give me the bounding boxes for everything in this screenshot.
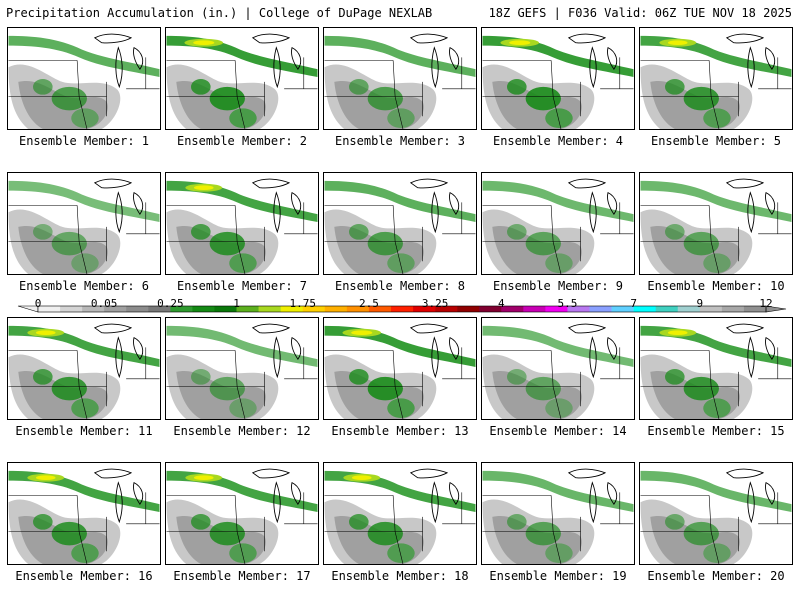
colorbar-segment	[280, 306, 304, 312]
colorbar-segment	[479, 306, 502, 312]
colorbar-segment	[589, 306, 612, 312]
precip-map	[165, 27, 319, 130]
colorbar-segment	[545, 306, 568, 312]
panel-label: Ensemble Member: 12	[173, 424, 311, 438]
precip-map	[639, 27, 793, 130]
colorbar-tick-label: 0.05	[90, 297, 118, 310]
chart-title: Precipitation Accumulation (in.) | Colle…	[6, 6, 433, 20]
panel-label: Ensemble Member: 8	[334, 279, 466, 293]
colorbar-segment	[743, 306, 767, 312]
panel-label: Ensemble Member: 17	[173, 569, 311, 583]
colorbar-segment	[236, 306, 259, 312]
colorbar-segment	[611, 306, 634, 312]
precip-map	[481, 462, 635, 565]
panel-label: Ensemble Member: 5	[650, 134, 782, 148]
colorbar-segment	[104, 306, 127, 312]
panel-label: Ensemble Member: 7	[176, 279, 308, 293]
panel-label: Ensemble Member: 2	[176, 134, 308, 148]
colorbar-tick-label: 5.5	[557, 297, 578, 310]
panel-label: Ensemble Member: 19	[489, 569, 627, 583]
colorbar-segment	[457, 306, 480, 312]
precip-map	[7, 317, 161, 420]
precip-map	[323, 462, 477, 565]
colorbar-segment	[567, 306, 590, 312]
precip-map	[639, 317, 793, 420]
colorbar-segment	[324, 306, 348, 312]
colorbar-tick-label: 1.75	[289, 297, 316, 310]
colorbar-tick-label: 1	[233, 297, 240, 310]
colorbar-segment	[677, 306, 701, 312]
panel-label: Ensemble Member: 16	[15, 569, 153, 583]
precip-map	[639, 462, 793, 565]
colorbar-segment	[148, 306, 171, 312]
panel-label: Ensemble Member: 1	[18, 134, 150, 148]
precip-map	[323, 27, 477, 130]
colorbar-segment	[82, 306, 105, 312]
precip-map	[7, 172, 161, 275]
colorbar-segment	[655, 306, 679, 312]
colorbar-tick-label: 9	[696, 297, 704, 310]
panel-label: Ensemble Member: 18	[331, 569, 469, 583]
precip-map	[165, 317, 319, 420]
colorbar-segment	[60, 306, 83, 312]
colorbar-tick-label: 12	[759, 297, 773, 310]
panel-label: Ensemble Member: 11	[15, 424, 153, 438]
colorbar-segment	[523, 306, 546, 312]
panel-label: Ensemble Member: 9	[492, 279, 624, 293]
colorbar-tick-label: 3.25	[421, 297, 449, 310]
panel-label: Ensemble Member: 13	[331, 424, 469, 438]
colorbar-segment	[258, 306, 281, 312]
precip-map	[7, 462, 161, 565]
colorbar-tick-label: 0	[34, 297, 42, 310]
panel-label: Ensemble Member: 6	[18, 279, 150, 293]
panel-label: Ensemble Member: 20	[647, 569, 785, 583]
colorbar-segment	[368, 306, 392, 312]
precip-map	[639, 172, 793, 275]
colorbar-tick-label: 0.25	[157, 297, 184, 310]
colorbar-segment	[126, 306, 149, 312]
colorbar-segment	[721, 306, 745, 312]
precip-map	[165, 462, 319, 565]
precip-map	[7, 27, 161, 130]
colorbar-segment	[413, 306, 436, 312]
colorbar-segment	[214, 306, 237, 312]
panel-label: Ensemble Member: 10	[647, 279, 785, 293]
colorbar-segment	[699, 306, 723, 312]
colorbar-segment	[192, 306, 215, 312]
run-info: 18Z GEFS | F036 Valid: 06Z TUE NOV 18 20…	[488, 6, 792, 20]
colorbar-tick-label: 2.5	[358, 297, 379, 310]
colorbar-segment	[435, 306, 458, 312]
precip-map	[323, 172, 477, 275]
colorbar-tick-label: 4	[497, 297, 505, 310]
colorbar	[17, 305, 787, 313]
colorbar-segment	[170, 306, 193, 312]
colorbar-segment	[346, 306, 370, 312]
precip-map	[165, 172, 319, 275]
panel-label: Ensemble Member: 15	[647, 424, 785, 438]
precip-map	[481, 317, 635, 420]
colorbar-segment	[501, 306, 524, 312]
precip-map	[481, 27, 635, 130]
panel-label: Ensemble Member: 14	[489, 424, 627, 438]
colorbar-segment	[633, 306, 656, 312]
precip-map	[481, 172, 635, 275]
colorbar-segment	[38, 306, 61, 312]
colorbar-segment	[302, 306, 326, 312]
panel-label: Ensemble Member: 4	[492, 134, 624, 148]
panel-label: Ensemble Member: 3	[334, 134, 466, 148]
colorbar-tick-label: 7	[630, 297, 637, 310]
colorbar-segment	[390, 306, 414, 312]
precip-map	[323, 317, 477, 420]
